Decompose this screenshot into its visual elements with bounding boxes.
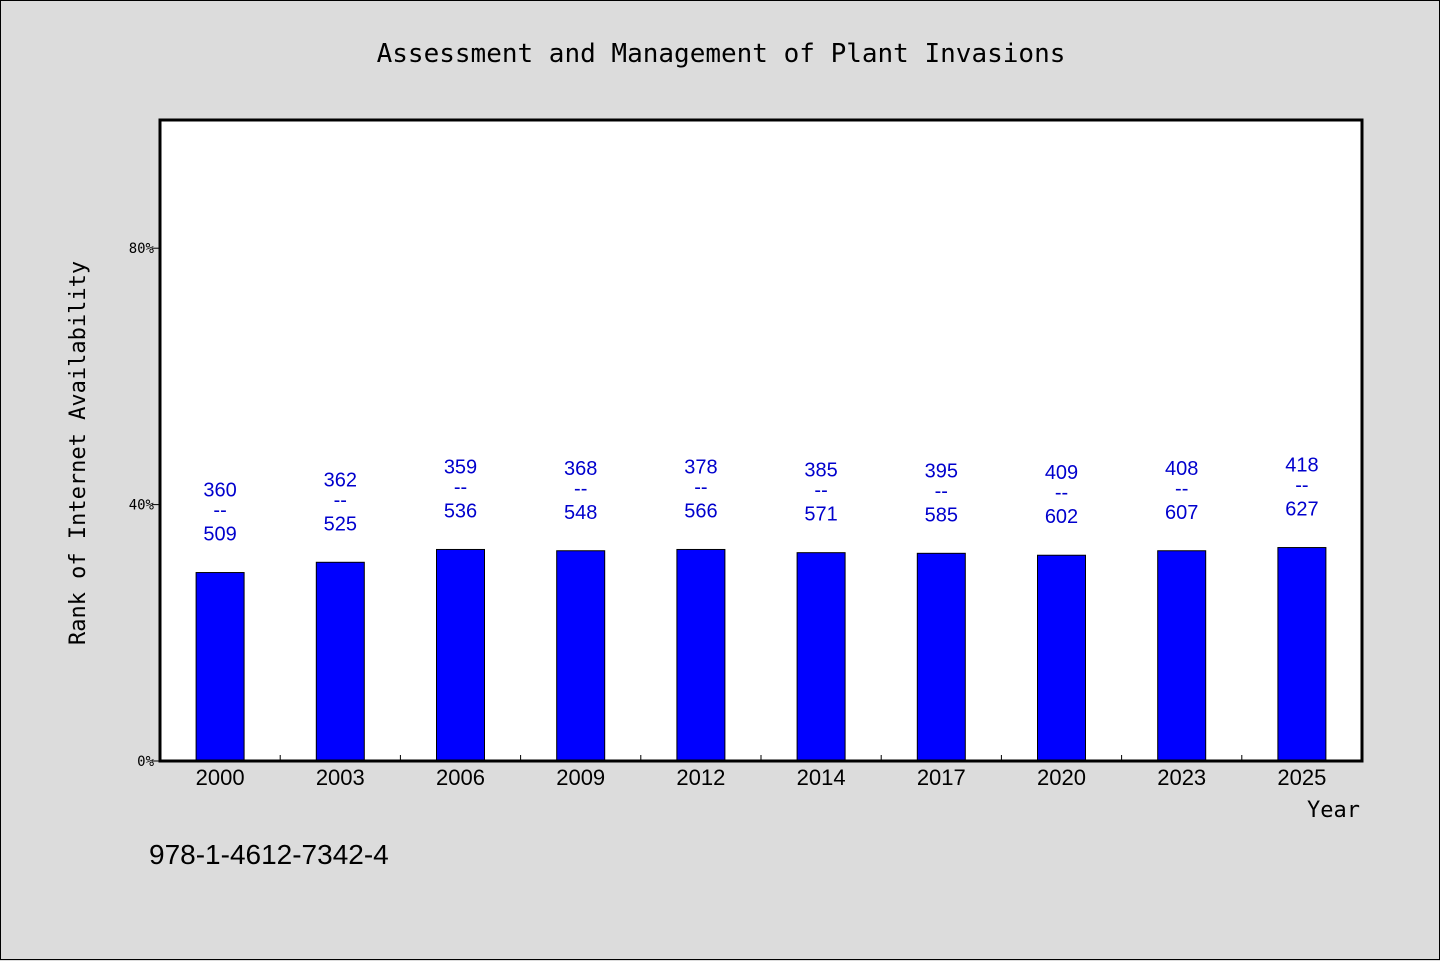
data-label-rank: 368 [564,458,597,480]
data-label-total: 607 [1165,502,1198,524]
data-labels: 360--509362--525359--536368--548378--566… [203,455,1318,546]
data-label-rank: 359 [444,456,477,478]
data-label-rank: 385 [804,460,837,482]
x-tick-label: 2017 [917,765,966,790]
plot-border [158,118,1364,763]
bar [796,552,846,762]
x-tick-label: 2006 [436,765,485,790]
x-axis: 2000 2003 2006 2009 2012 2014 2017 2020 2023 2025 [196,755,1326,790]
data-label-rank: 418 [1285,455,1318,477]
bar [556,550,606,762]
bar [315,561,365,762]
x-axis-title: Year [1307,798,1360,823]
data-label-rank: 360 [203,480,236,502]
isbn-text: 978-1-4612-7342-4 [149,839,389,870]
data-label-total: 566 [684,500,717,522]
data-label-rank: 409 [1045,462,1078,484]
data-label-separator: -- [334,489,347,511]
x-tick-label: 2023 [1157,765,1206,790]
data-label-separator: -- [1175,478,1188,500]
bar [676,548,726,762]
x-tick-label: 2020 [1037,765,1086,790]
data-label-total: 602 [1045,506,1078,528]
data-label-separator: -- [814,480,827,502]
data-label-rank: 395 [925,460,958,482]
data-label-separator: -- [454,476,467,498]
bar [1037,554,1086,762]
bar [436,548,485,762]
x-tick-label: 2000 [196,765,245,790]
x-tick-label: 2009 [556,765,605,790]
x-tick-label: 2003 [316,765,365,790]
y-axis-title: Rank of Internet Availability [66,261,91,645]
data-label-total: 525 [324,513,357,535]
data-label-rank: 378 [684,456,717,478]
data-label-total: 627 [1285,499,1318,521]
bar [916,552,966,762]
data-label-rank: 362 [324,469,357,491]
data-label-separator: -- [574,478,587,500]
data-label-separator: -- [1055,482,1068,504]
chart-title: Assessment and Management of Plant Invas… [377,39,1066,69]
x-tick-label: 2025 [1277,765,1326,790]
data-label-separator: -- [1295,475,1308,497]
y-tick-label: 80% [129,241,155,257]
data-label-separator: -- [935,480,948,502]
data-label-separator: -- [694,476,707,498]
data-label-total: 509 [203,524,236,546]
data-label-rank: 408 [1165,458,1198,480]
data-label-total: 548 [564,502,597,524]
data-label-total: 571 [804,504,837,526]
bar [1157,550,1207,762]
x-tick-label: 2012 [676,765,725,790]
y-tick-label: 40% [129,498,155,514]
data-label-separator: -- [213,500,226,522]
x-tick-label: 2014 [797,765,846,790]
data-label-total: 536 [444,500,477,522]
data-label-total: 585 [925,504,958,526]
bar-series [195,547,1327,762]
bar [195,572,245,762]
y-axis: 0% 40% 80% [129,241,160,770]
bar [1277,547,1327,762]
y-tick-label: 0% [137,754,154,770]
